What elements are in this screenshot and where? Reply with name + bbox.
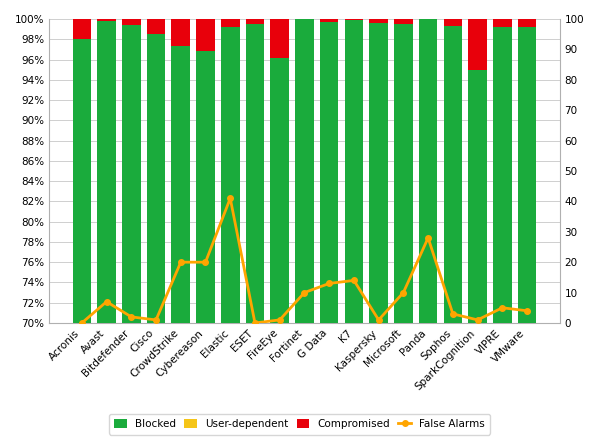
Bar	[394, 19, 413, 24]
Bar	[370, 23, 388, 323]
Bar	[468, 19, 487, 70]
Bar	[270, 19, 289, 57]
Bar	[246, 24, 264, 323]
Bar	[147, 19, 165, 34]
Bar	[270, 57, 289, 323]
Bar	[97, 21, 116, 323]
Bar	[171, 19, 190, 46]
False Alarms	[326, 281, 333, 286]
False Alarms	[350, 278, 358, 283]
Bar	[493, 19, 512, 27]
Bar	[122, 25, 141, 323]
False Alarms	[499, 305, 506, 310]
Bar	[493, 27, 512, 323]
Bar	[444, 19, 462, 26]
Bar	[419, 19, 437, 323]
False Alarms	[78, 320, 86, 326]
Bar	[171, 46, 190, 323]
Bar	[394, 24, 413, 323]
False Alarms	[425, 235, 432, 240]
Bar	[295, 19, 314, 323]
False Alarms	[276, 317, 283, 323]
Bar	[246, 19, 264, 24]
Bar	[344, 19, 363, 20]
Bar	[468, 70, 487, 323]
Bar	[196, 51, 215, 323]
False Alarms	[226, 196, 234, 201]
Bar	[72, 19, 91, 39]
Bar	[344, 20, 363, 323]
False Alarms	[375, 317, 382, 323]
Bar	[72, 39, 91, 323]
Bar	[320, 19, 338, 22]
Bar	[320, 22, 338, 323]
False Alarms	[103, 299, 110, 305]
False Alarms	[301, 290, 308, 295]
Bar	[518, 19, 536, 27]
Legend: Blocked, User-dependent, Compromised, False Alarms: Blocked, User-dependent, Compromised, Fa…	[109, 414, 490, 434]
Bar	[97, 19, 116, 21]
False Alarms	[449, 311, 456, 316]
False Alarms	[128, 314, 135, 320]
Bar	[221, 19, 240, 27]
False Alarms	[474, 317, 481, 323]
False Alarms	[524, 308, 531, 313]
Line: False Alarms: False Alarms	[79, 195, 530, 326]
Bar	[196, 19, 215, 51]
Bar	[444, 26, 462, 323]
False Alarms	[177, 259, 184, 265]
Bar	[221, 27, 240, 323]
False Alarms	[400, 290, 407, 295]
False Alarms	[152, 317, 159, 323]
Bar	[122, 19, 141, 25]
Bar	[370, 19, 388, 23]
False Alarms	[202, 259, 209, 265]
False Alarms	[252, 320, 259, 326]
Bar	[518, 27, 536, 323]
Bar	[147, 34, 165, 323]
